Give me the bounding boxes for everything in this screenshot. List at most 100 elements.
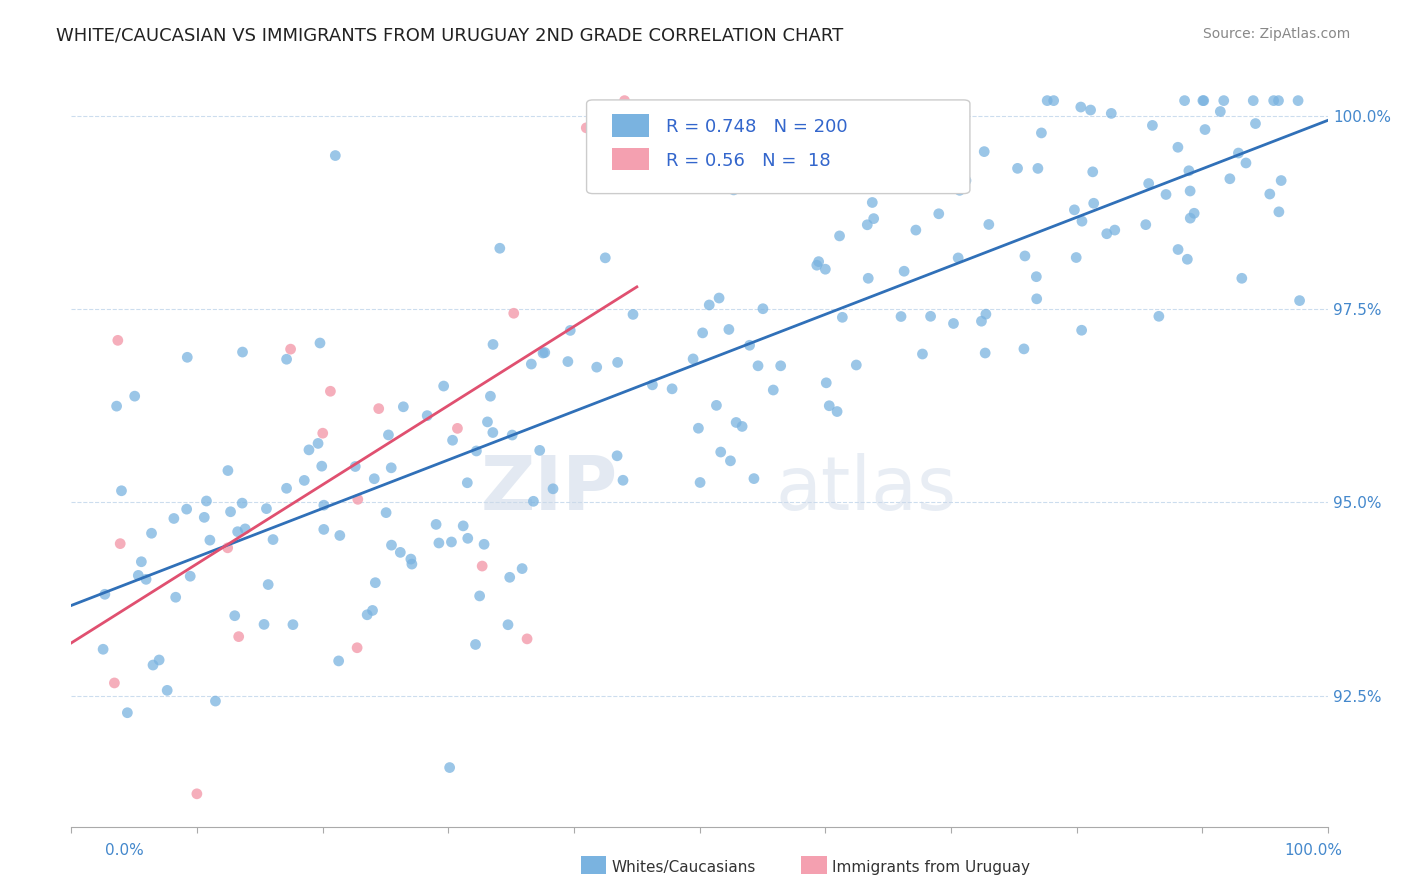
Point [818,399,841,413]
Point [1063,202,1085,217]
Point [742,472,765,486]
Text: Whites/Caucasians: Whites/Caucasians [612,860,756,874]
Text: ZIP: ZIP [481,453,619,526]
Point [1026,161,1049,176]
Point [231,345,253,359]
Text: atlas: atlas [775,453,956,526]
Point [613,94,636,108]
Point [1182,206,1205,220]
Point [441,434,464,448]
Point [472,537,495,551]
Point [356,607,378,622]
Point [276,481,298,495]
Point [706,398,728,412]
Point [471,559,494,574]
Point [828,228,851,243]
Text: R = 0.56   N =  18: R = 0.56 N = 18 [666,152,831,169]
Point [328,654,350,668]
Point [176,502,198,516]
Point [1070,323,1092,337]
Point [814,262,837,277]
Point [110,483,132,498]
Point [1080,103,1102,117]
Point [323,148,346,162]
Point [141,526,163,541]
Point [124,389,146,403]
Point [904,223,927,237]
Point [204,694,226,708]
Point [1258,187,1281,202]
Point [233,522,256,536]
Point [253,617,276,632]
Point [1234,156,1257,170]
Point [496,617,519,632]
Point [256,501,278,516]
Point [1137,177,1160,191]
Point [107,334,129,348]
Point [1031,126,1053,140]
Point [226,524,249,539]
Point [375,506,398,520]
Point [1083,196,1105,211]
Point [105,399,128,413]
Text: 100.0%: 100.0% [1285,843,1343,858]
Point [858,171,880,186]
Text: Source: ZipAtlas.com: Source: ZipAtlas.com [1202,27,1350,41]
Point [860,195,883,210]
Point [427,536,450,550]
Point [148,653,170,667]
Point [920,310,942,324]
Point [502,306,524,320]
Point [425,517,447,532]
Point [682,351,704,366]
Point [717,322,740,336]
Point [1167,140,1189,154]
Point [363,472,385,486]
Point [380,538,402,552]
Point [440,535,463,549]
Point [970,314,993,328]
Point [711,98,734,112]
Point [707,291,730,305]
Point [890,310,912,324]
Point [1230,271,1253,285]
Point [219,505,242,519]
Point [1209,104,1232,119]
Point [1194,122,1216,136]
Point [367,401,389,416]
Point [446,421,468,435]
Point [806,258,828,272]
Point [585,360,607,375]
Point [439,760,461,774]
Point [451,519,474,533]
Point [309,336,332,351]
Point [893,264,915,278]
Point [1012,342,1035,356]
Point [377,428,399,442]
Point [131,555,153,569]
Point [465,444,488,458]
Point [1142,119,1164,133]
Point [752,301,775,316]
Point [541,482,564,496]
Point [262,533,284,547]
Point [127,568,149,582]
Point [228,630,250,644]
Point [606,355,628,369]
Point [257,577,280,591]
Point [831,310,853,325]
Point [661,382,683,396]
Point [1064,251,1087,265]
Point [1036,94,1059,108]
Point [176,351,198,365]
Point [533,345,555,359]
Point [973,145,995,159]
Point [1212,94,1234,108]
Point [720,454,742,468]
Point [319,384,342,399]
Point [1178,163,1201,178]
Point [1288,293,1310,308]
Point [344,459,367,474]
Point [689,475,711,490]
Text: 0.0%: 0.0% [105,843,145,858]
